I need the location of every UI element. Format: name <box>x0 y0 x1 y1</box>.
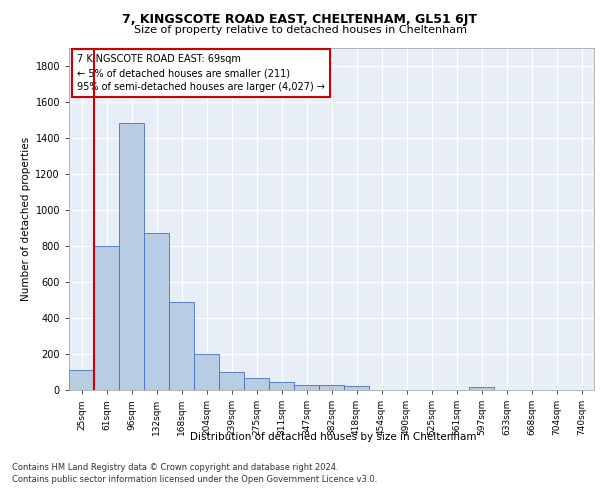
Bar <box>244 378 269 390</box>
Text: Size of property relative to detached houses in Cheltenham: Size of property relative to detached ho… <box>133 25 467 35</box>
Text: Distribution of detached houses by size in Cheltenham: Distribution of detached houses by size … <box>190 432 476 442</box>
Bar <box>194 354 219 390</box>
Bar <box>94 246 119 390</box>
Text: 7 KINGSCOTE ROAD EAST: 69sqm
← 5% of detached houses are smaller (211)
95% of se: 7 KINGSCOTE ROAD EAST: 69sqm ← 5% of det… <box>77 54 325 92</box>
Bar <box>294 384 319 390</box>
Text: Contains public sector information licensed under the Open Government Licence v3: Contains public sector information licen… <box>12 475 377 484</box>
Bar <box>219 372 244 390</box>
Bar <box>319 385 344 390</box>
Y-axis label: Number of detached properties: Number of detached properties <box>21 136 31 301</box>
Bar <box>344 386 369 390</box>
Text: 7, KINGSCOTE ROAD EAST, CHELTENHAM, GL51 6JT: 7, KINGSCOTE ROAD EAST, CHELTENHAM, GL51… <box>122 12 478 26</box>
Bar <box>169 302 194 390</box>
Bar <box>69 370 94 390</box>
Bar <box>119 123 144 390</box>
Text: Contains HM Land Registry data © Crown copyright and database right 2024.: Contains HM Land Registry data © Crown c… <box>12 462 338 471</box>
Bar <box>144 233 169 390</box>
Bar <box>269 382 294 390</box>
Bar <box>469 387 494 390</box>
